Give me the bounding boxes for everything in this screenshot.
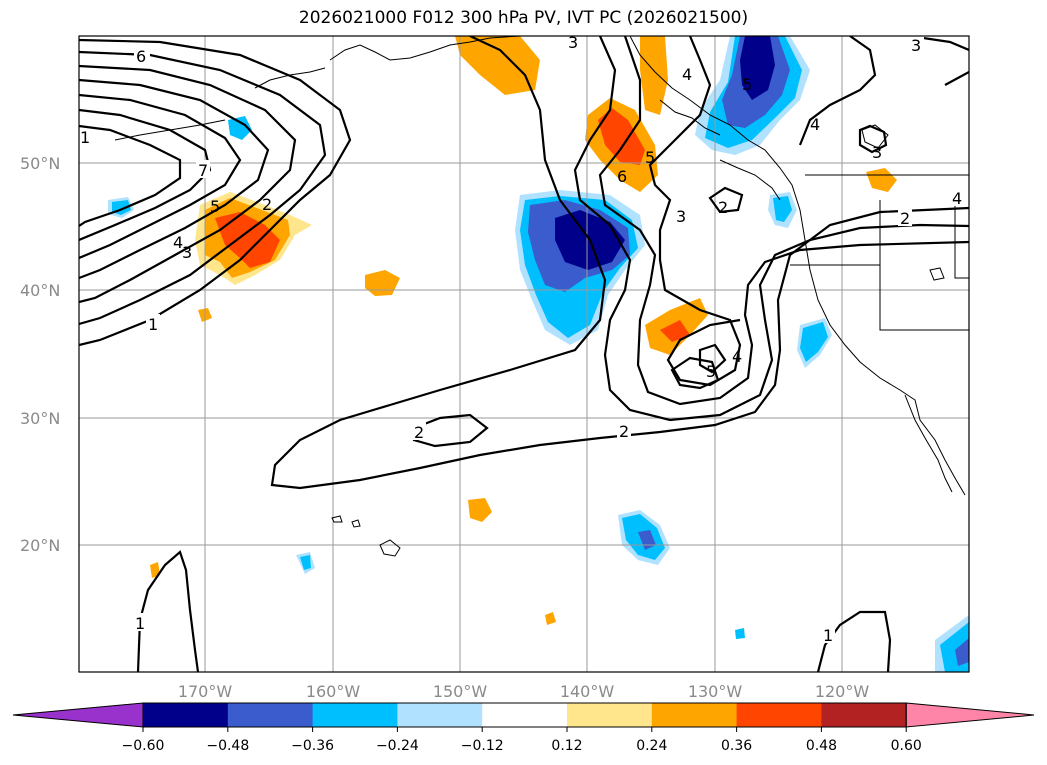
colorbar-tick-label: 0.12 (551, 738, 582, 754)
contour-label: 4 (952, 189, 962, 208)
colorbar-tick-label: −0.60 (122, 738, 165, 754)
lat-label-50n: 50°N (20, 154, 60, 173)
lon-label-170w: 170°W (178, 682, 233, 701)
contour-label: 1 (148, 315, 158, 334)
contour-label: 2 (414, 423, 424, 442)
contour-label: 4 (732, 347, 742, 366)
contour-label: 5 (706, 362, 716, 381)
map-title: 2026021000 F012 300 hPa PV, IVT PC (2026… (298, 8, 749, 28)
colorbar-frame (142, 702, 907, 728)
map-frame (78, 35, 970, 673)
contour-label: 1 (135, 614, 145, 633)
colorbar-tick-label: −0.24 (376, 738, 419, 754)
contour-label: 1 (823, 626, 833, 645)
contour-label: 5 (210, 197, 220, 216)
lon-label-130w: 130°W (688, 682, 743, 701)
colorbar-segment (821, 703, 907, 727)
contour-label: 3 (182, 243, 192, 262)
colorbar-tick-label: 0.60 (891, 738, 922, 754)
lon-label-120w: 120°W (815, 682, 870, 701)
contour-label: 7 (198, 161, 208, 180)
lon-label-160w: 160°W (306, 682, 361, 701)
contour-lines (79, 36, 969, 672)
contour-label: 6 (136, 47, 146, 66)
lon-label-150w: 150°W (433, 682, 488, 701)
colorbar: −0.60 −0.48 −0.36 −0.24 −0.12 0.12 0.24 0.36 0.4… (12, 702, 1035, 754)
contour-label: 4 (682, 65, 692, 84)
contour-label: 3 (872, 143, 882, 162)
colorbar-segment (482, 703, 568, 727)
colorbar-tick-label: 0.24 (636, 738, 667, 754)
colorbar-segment (227, 703, 314, 727)
colorbar-segment (736, 703, 822, 727)
contour-label: 5 (742, 75, 752, 94)
longitude-labels: 170°W 160°W 150°W 140°W 130°W 120°W (178, 682, 870, 701)
contour-label: 2 (619, 422, 629, 441)
colorbar-tick-label: −0.48 (206, 738, 249, 754)
map-area: 6 7 5 4 3 2 1 2 5 6 3 2 3 4 5 4 3 2 4 (79, 33, 969, 672)
colorbar-tick-label: 0.36 (721, 738, 752, 754)
colorbar-tick-label: 0.48 (806, 738, 837, 754)
contour-labels: 6 7 5 4 3 2 1 2 5 6 3 2 3 4 5 4 3 2 4 (80, 33, 964, 645)
colorbar-segment (397, 703, 483, 727)
colorbar-tick-label: −0.36 (291, 738, 334, 754)
colorbar-extend-low (12, 702, 144, 728)
contour-label: 2 (900, 209, 910, 228)
latitude-labels: 50°N 40°N 30°N 20°N (20, 154, 60, 555)
contour-label: 6 (617, 167, 627, 186)
colorbar-segment (312, 703, 398, 727)
colorbar-segment (651, 703, 738, 727)
contour-label: 3 (568, 33, 578, 52)
contour-label: 4 (173, 233, 183, 252)
contour-label: 2 (718, 198, 728, 217)
colorbar-tick-label: −0.12 (461, 738, 504, 754)
lon-label-140w: 140°W (560, 682, 615, 701)
colorbar-extend-high (905, 702, 1035, 728)
colorbar-segment (567, 703, 653, 727)
colorbar-segment (143, 703, 229, 727)
contour-label: 2 (262, 195, 272, 214)
shaded-fields (108, 36, 969, 672)
contour-label: 5 (645, 148, 655, 167)
contour-label: 4 (810, 115, 820, 134)
lat-label-30n: 30°N (20, 409, 60, 428)
graticule (79, 36, 969, 672)
contour-label: 3 (676, 207, 686, 226)
contour-label: 1 (80, 128, 90, 147)
lat-label-20n: 20°N (20, 536, 60, 555)
contour-label: 3 (911, 36, 921, 55)
lat-label-40n: 40°N (20, 281, 60, 300)
